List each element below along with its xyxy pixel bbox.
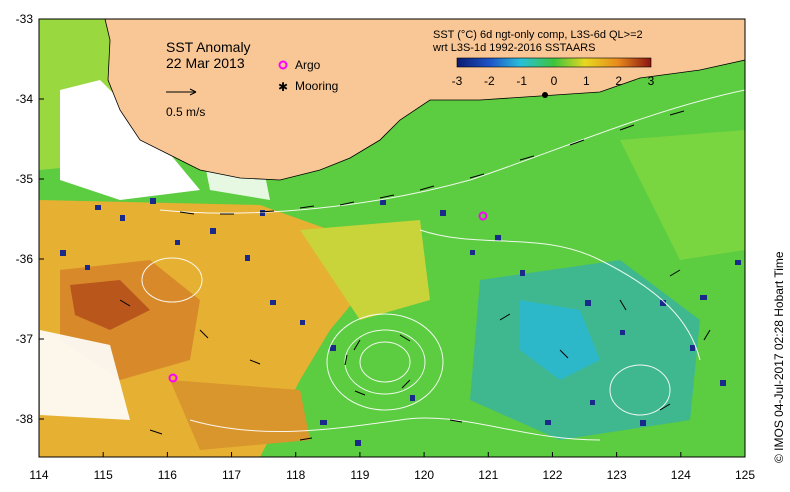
y-tick-label: -35: [16, 172, 34, 186]
colorbar-tick-label: 1: [583, 74, 590, 88]
map-date: 22 Mar 2013: [166, 55, 245, 71]
colorbar: [456, 57, 652, 68]
colorbar-tick-label: -3: [452, 74, 463, 88]
argo-float-marker: [168, 373, 178, 383]
warm-south-region: [170, 380, 310, 450]
x-tick-label: 122: [542, 468, 562, 482]
scale-arrow: [166, 88, 197, 96]
colorbar-ticks: -3 -2 -1 0 1 2 3: [452, 74, 655, 88]
y-tick-label: -38: [16, 412, 34, 426]
colorbar-tick-label: -2: [484, 74, 495, 88]
mooring-marker: [542, 92, 548, 98]
yellow-transition-region: [300, 220, 430, 320]
x-tick-label: 120: [414, 468, 434, 482]
x-tick-label: 114: [29, 468, 48, 482]
cool-core-region: [520, 300, 600, 380]
argo-legend-label: Argo: [295, 58, 321, 72]
x-tick-label: 123: [607, 468, 627, 482]
y-tick-label: -36: [16, 252, 34, 266]
y-tick-label: -37: [16, 332, 34, 346]
colorbar-tick-label: 2: [615, 74, 622, 88]
x-tick-label: 115: [94, 468, 113, 482]
mooring-legend-label: Mooring: [295, 79, 338, 93]
x-tick-label: 118: [286, 468, 305, 482]
colorbar-title-line2: wrt L3S-1d 1992-2016 SSTAARS: [432, 42, 595, 54]
mooring-legend-icon: ✱: [278, 80, 288, 94]
cloud-patch-west: [40, 330, 130, 420]
scale-label: 0.5 m/s: [166, 105, 205, 119]
cold-pixels: [60, 198, 741, 446]
cloud-patch-north: [60, 80, 200, 200]
colorbar-tick-label: 3: [648, 74, 655, 88]
y-tick-label: -34: [16, 92, 34, 106]
colorbar-tick-label: 0: [551, 74, 558, 88]
y-tick-label: -33: [16, 12, 34, 26]
argo-float-marker: [478, 211, 488, 221]
x-tick-label: 121: [478, 468, 498, 482]
ssh-contours: [141, 89, 745, 441]
credit-text: © IMOS 04-Jul-2017 02:28 Hobart Time: [772, 251, 786, 463]
hot-spot: [70, 280, 150, 330]
argo-legend-icon: [278, 60, 288, 70]
x-tick-label: 116: [158, 468, 177, 482]
y-axis: -33 -34 -35 -36 -37 -38: [16, 12, 44, 426]
plot-frame: [38, 18, 746, 458]
x-tick-label: 124: [671, 468, 691, 482]
x-tick-label: 125: [735, 468, 755, 482]
map-title: SST Anomaly: [166, 39, 251, 55]
colorbar-title-line1: SST (°C) 6d ngt-only comp, L3S-6d QL>=2: [433, 29, 643, 41]
east-light-green: [620, 130, 745, 260]
x-axis: 114 115 116 117 118 119 120 121 122 123 124 125: [29, 452, 755, 482]
x-tick-label: 117: [222, 468, 241, 482]
x-tick-label: 119: [350, 468, 369, 482]
colorbar-tick-label: -1: [516, 74, 527, 88]
